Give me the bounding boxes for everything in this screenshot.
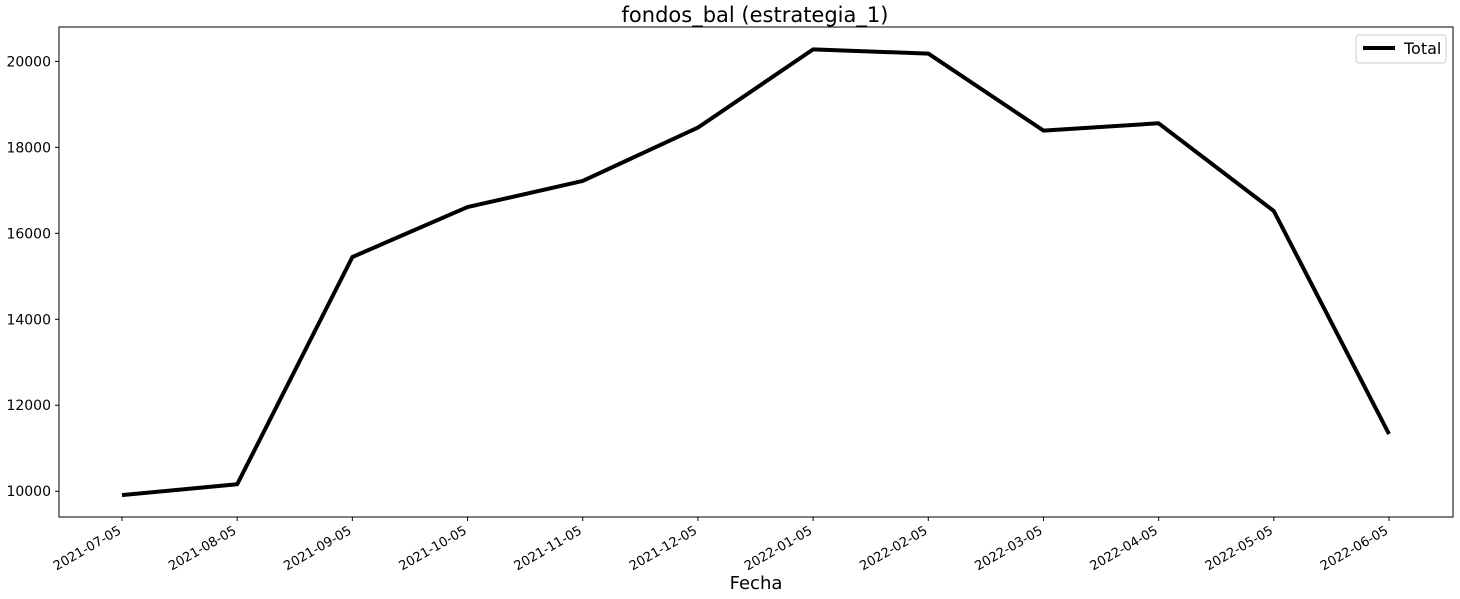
y-tick-label: 20000 [6,54,51,70]
x-tick-label: 2022-03-05 [973,523,1046,574]
x-tick-label: 2021-09-05 [281,523,354,574]
y-tick-label: 14000 [6,312,51,328]
series-line-total [121,47,1391,498]
x-tick-label: 2022-06-05 [1318,523,1391,574]
legend-label-total: Total [1403,39,1441,58]
x-tick-label: 2021-08-05 [166,523,239,574]
y-tick-label: 10000 [6,484,51,500]
series-layer [121,47,1391,498]
x-tick-label: 2021-12-05 [627,523,700,574]
x-tick-label: 2022-02-05 [857,523,930,574]
plot-area-frame [58,26,1454,518]
legend: Total [1355,34,1447,64]
chart-title: fondos_bal (estrategia_1) [622,3,889,28]
x-tick-label: 2021-07-05 [51,523,124,574]
x-axis: 2021-07-05 2021-08-05 2021-09-05 2021-10-05… [51,517,1391,574]
y-axis: 10000 12000 14000 16000 18000 20000 [6,54,59,500]
y-tick-label: 12000 [6,398,51,414]
x-tick-label: 2021-10-05 [397,523,470,574]
y-tick-label: 16000 [6,226,51,242]
x-axis-label: Fecha [730,573,783,594]
legend-frame [1355,34,1447,64]
x-tick-label: 2022-05-05 [1203,523,1276,574]
x-tick-label: 2022-01-05 [742,523,815,574]
x-tick-label: 2022-04-05 [1088,523,1161,574]
y-tick-label: 18000 [6,140,51,156]
x-tick-label: 2021-11-05 [512,523,585,574]
